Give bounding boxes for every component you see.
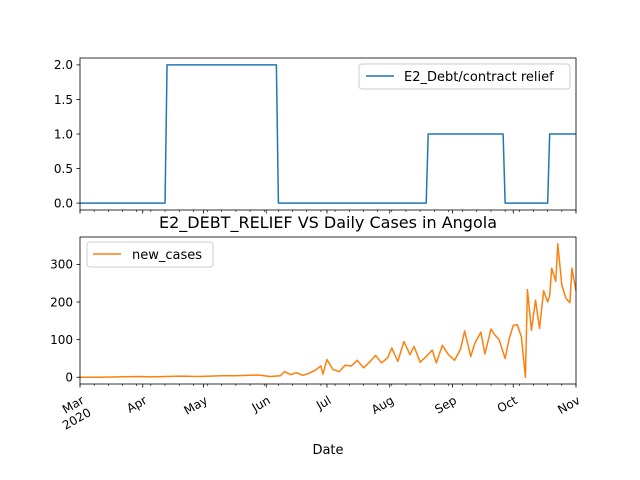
- bottom-series-line-0: [80, 243, 577, 378]
- bottom-subplot-y-ticks: 0 100 200 300: [50, 258, 80, 385]
- bottom-y-tick-label: 100: [50, 333, 73, 347]
- top-subplot-y-ticks: 0.0 0.5 1.0 1.5 2.0: [54, 58, 80, 210]
- top-y-tick-label: 0.0: [54, 196, 73, 210]
- bottom-subplot-frame: [79, 236, 577, 385]
- bottom-y-tick-label: 0: [65, 371, 73, 385]
- bottom-subplot-legend: new_cases: [86, 241, 214, 268]
- bottom-legend-box: [86, 241, 214, 268]
- chart-title: E2_DEBT_RELIEF VS Daily Cases in Angola: [159, 213, 497, 233]
- x-axis-label: Date: [312, 443, 343, 458]
- top-y-tick-label: 2.0: [54, 58, 73, 72]
- top-subplot: 0.0 0.5 1.0 1.5 2.0 E2_Debt/contract relief: [54, 57, 577, 214]
- top-subplot-frame: [79, 57, 577, 211]
- bottom-subplot-lines: [80, 243, 577, 378]
- top-subplot-legend: E2_Debt/contract relief: [358, 63, 571, 90]
- bottom-legend-label: new_cases: [132, 248, 202, 263]
- top-legend-box: [358, 63, 571, 90]
- top-legend-label: E2_Debt/contract relief: [404, 70, 554, 85]
- bottom-x-tick-label: Jul: [313, 393, 333, 413]
- top-y-tick-label: 1.5: [54, 93, 73, 107]
- bottom-y-tick-label: 200: [50, 295, 73, 309]
- top-y-tick-label: 0.5: [54, 162, 73, 176]
- top-series-line-0: [80, 64, 576, 204]
- top-subplot-lines: [80, 64, 576, 204]
- top-y-tick-label: 1.0: [54, 127, 73, 141]
- bottom-y-tick-label: 300: [50, 258, 73, 272]
